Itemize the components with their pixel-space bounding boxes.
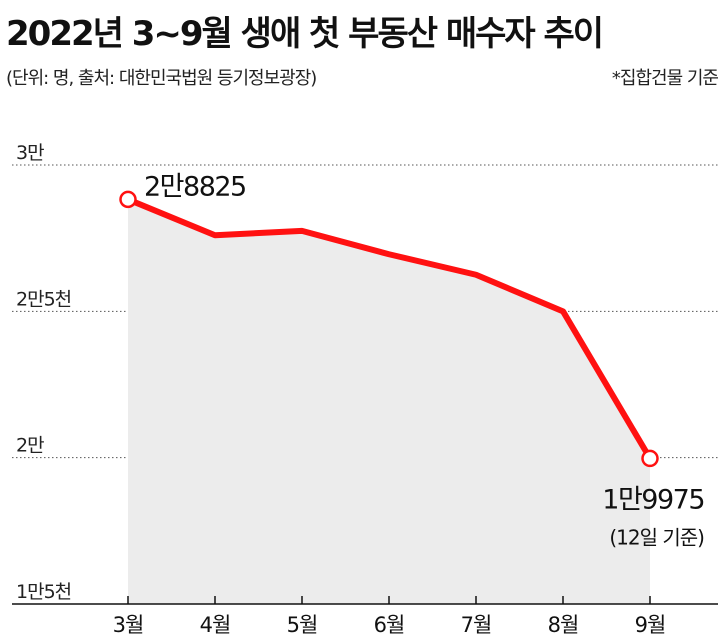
x-tick-label: 7월 xyxy=(461,613,492,637)
y-tick-label: 2만 xyxy=(16,435,44,457)
chart-note: *집합건물 기준 xyxy=(611,68,719,89)
y-tick-label: 1만5천 xyxy=(16,581,71,603)
annotations: 2만8825 1만9975 (12일 기준) xyxy=(144,171,706,549)
x-tick-label: 8월 xyxy=(548,613,579,637)
x-tick-label: 6월 xyxy=(374,613,405,637)
data-point-marker xyxy=(119,190,137,209)
x-tick-label: 9월 xyxy=(635,613,666,637)
data-sublabel: (12일 기준) xyxy=(609,525,704,549)
series-line xyxy=(125,196,653,462)
x-tick-marks xyxy=(127,596,651,604)
x-tick-label: 3월 xyxy=(113,613,144,637)
x-tick-label: 4월 xyxy=(200,613,231,637)
x-tick-label: 5월 xyxy=(287,613,318,637)
data-point-marker xyxy=(641,449,659,468)
data-label: 2만8825 xyxy=(144,171,246,202)
chart-subtitle: (단위: 명, 출처: 대한민국법원 등기정보광장) xyxy=(6,68,317,89)
chart-title: 2022년 3~9월 생애 첫 부동산 매수자 추이 xyxy=(6,14,604,54)
x-tick-labels: 3월 4월 5월 6월 7월 8월 9월 xyxy=(113,613,667,637)
y-tick-labels: 3만 2만5천 2만 1만5천 xyxy=(16,142,72,603)
data-points xyxy=(119,190,659,468)
y-tick-label: 3만 xyxy=(16,142,44,164)
data-label: 1만9975 xyxy=(602,484,704,515)
y-tick-label: 2만5천 xyxy=(16,288,71,310)
area-fill xyxy=(128,199,650,604)
